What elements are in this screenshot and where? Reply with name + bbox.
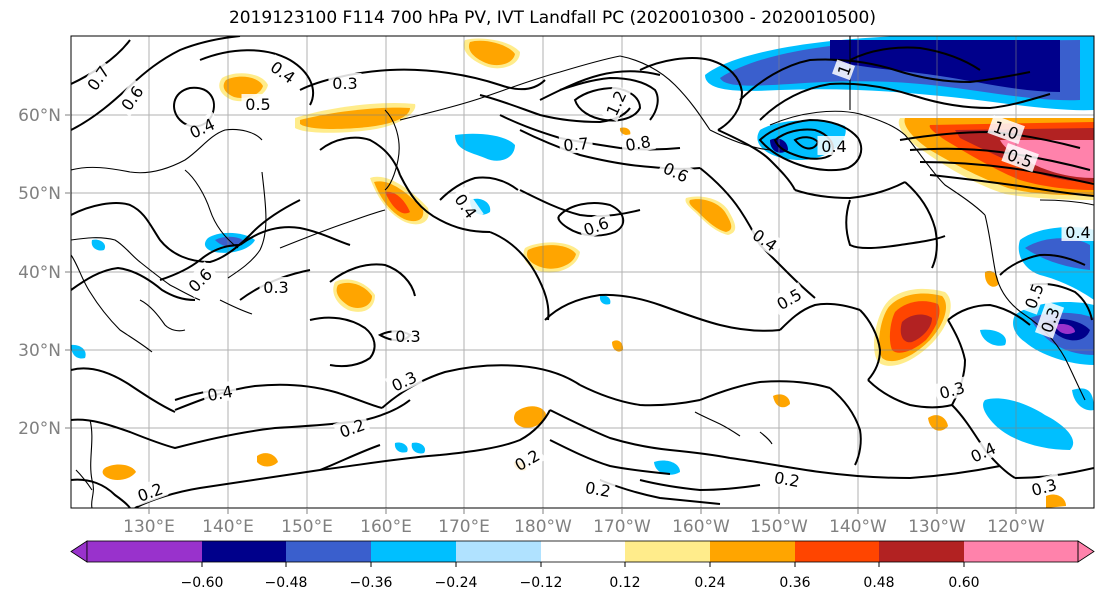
colorbar-segment [286, 541, 371, 562]
svg-text:0.2: 0.2 [584, 478, 612, 501]
contour-label: 0.4 [1061, 222, 1094, 242]
colorbar-tick-label: 0.24 [694, 575, 725, 591]
contour-label: 0.8 [620, 130, 656, 155]
lon-tick-label: 150°E [281, 517, 333, 537]
contour-label: 0.2 [769, 466, 805, 491]
lon-tick-label: 130°W [908, 517, 966, 537]
lat-tick-label: 60°N [18, 106, 61, 126]
svg-text:0.7: 0.7 [563, 134, 590, 155]
contour-label: 1 [832, 59, 855, 81]
contour-label: 0.7 [80, 58, 115, 97]
svg-text:0.4: 0.4 [1065, 223, 1090, 242]
contour-label: 0.7 [558, 132, 594, 155]
contour-label: 0.6 [114, 78, 149, 117]
contour-label: 0.4 [817, 136, 851, 156]
lon-tick-label: 160°W [672, 517, 730, 537]
contour-label: 0.3 [328, 73, 362, 93]
contour-label: 0.2 [131, 476, 169, 507]
colorbar-segment [87, 541, 202, 562]
svg-text:0.5: 0.5 [245, 95, 270, 114]
lon-tick-label: 170°E [438, 517, 490, 537]
colorbar-extend-min [70, 540, 88, 563]
lat-lon-gridlines [71, 36, 1094, 508]
lat-tick-label: 50°N [18, 184, 61, 204]
colorbar: −0.60 −0.48 −0.36 −0.24 −0.12 0.12 0.24 0.36 0.4… [70, 540, 1095, 591]
colorbar-tick-label: −0.48 [265, 575, 308, 591]
lon-tick-label: 160°E [360, 517, 412, 537]
map-panel: 0.70.60.4 0.30.50.40.20.30.40.7 0.80.61.20… [71, 36, 1094, 508]
colorbar-tick-label: 0.12 [609, 575, 640, 591]
colorbar-tick-label: −0.60 [181, 575, 224, 591]
contour-label: 0.4 [182, 111, 221, 144]
colorbar-segment [795, 541, 879, 562]
contour-label: 0.5 [241, 94, 275, 114]
coastlines [71, 36, 1094, 508]
colorbar-tick-label: −0.24 [435, 575, 478, 591]
colorbar-extend-max [1077, 540, 1095, 563]
colorbar-tick-label: −0.36 [350, 575, 393, 591]
contour-label: 0.6 [657, 155, 696, 188]
contour-label: 0.3 [391, 326, 425, 346]
colorbar-tick-label: 0.48 [863, 575, 894, 591]
colorbar-segment [710, 541, 795, 562]
colorbar-tick-label: −0.12 [520, 575, 563, 591]
lon-tick-label: 180°W [514, 517, 572, 537]
lon-tick-label: 150°W [750, 517, 808, 537]
colorbar-segment [202, 541, 286, 562]
colorbar-tick-label: 0.60 [948, 575, 979, 591]
contour-label: 0.2 [333, 412, 371, 443]
colorbar-segment [371, 541, 456, 562]
contour-label: 0.2 [580, 476, 616, 501]
contour-label: 1.2 [599, 83, 632, 122]
svg-text:0.3: 0.3 [263, 278, 288, 297]
lon-tick-label: 170°W [593, 517, 651, 537]
colorbar-segment [541, 541, 625, 562]
contour-label: 0.2 [507, 443, 546, 477]
svg-text:0.4: 0.4 [206, 382, 234, 405]
lon-tick-label: 120°W [987, 517, 1045, 537]
colorbar-segment [879, 541, 964, 562]
lat-tick-label: 40°N [18, 263, 61, 283]
negative-anomaly-alaska-deep [830, 40, 1060, 92]
lat-tick-label: 30°N [18, 341, 61, 361]
svg-text:0.3: 0.3 [395, 327, 420, 346]
contour-label: 0.6 [181, 261, 219, 299]
shaded-fields [71, 36, 1094, 508]
colorbar-tick-label: 0.36 [779, 575, 810, 591]
contour-label: 0.3 [933, 376, 971, 403]
lon-tick-label: 130°E [123, 517, 175, 537]
svg-text:0.4: 0.4 [821, 137, 846, 156]
latitude-axis: 60°N 50°N 40°N 30°N 20°N [18, 106, 71, 439]
map-title: 2019123100 F114 700 hPa PV, IVT Landfall… [228, 8, 876, 28]
colorbar-segment [625, 541, 710, 562]
lon-tick-label: 140°E [202, 517, 254, 537]
longitude-axis: 130°E 140°E 150°E 160°E 170°E 180°W 170°W 160°W… [123, 508, 1045, 537]
svg-text:0.3: 0.3 [937, 378, 967, 403]
svg-text:0.8: 0.8 [624, 132, 652, 155]
colorbar-segment [456, 541, 541, 562]
lon-tick-label: 140°W [829, 517, 887, 537]
lat-tick-label: 20°N [18, 419, 61, 439]
contour-label: 0.3 [259, 277, 293, 297]
svg-text:0.2: 0.2 [773, 468, 801, 491]
svg-text:0.3: 0.3 [332, 74, 357, 93]
contour-label: 0.4 [202, 380, 238, 405]
colorbar-segment [964, 541, 1078, 562]
contour-label: 0.4 [264, 54, 303, 89]
